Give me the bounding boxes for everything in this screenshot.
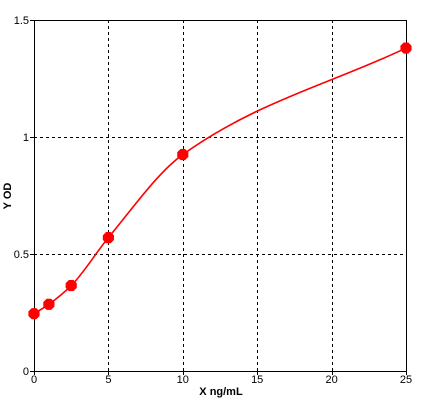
- series-markers: [28, 42, 412, 320]
- series-curve: [33, 47, 407, 315]
- x-tick-label: 0: [31, 374, 37, 386]
- x-tick-label: 20: [325, 374, 337, 386]
- x-axis-title: X ng/mL: [199, 386, 243, 398]
- data-point-marker: [43, 298, 55, 310]
- y-tick-label: 1: [23, 132, 29, 144]
- y-tick-labels: 0 0.5 1 1.5: [14, 15, 34, 378]
- y-tick-label: 0.5: [14, 249, 29, 261]
- data-point-marker: [65, 280, 77, 292]
- x-tick-label: 15: [251, 374, 263, 386]
- data-point-marker: [177, 148, 189, 161]
- x-tick-label: 25: [400, 374, 412, 386]
- data-point-marker: [102, 232, 114, 244]
- y-tick-label: 0: [23, 366, 29, 378]
- plot-frame: [34, 20, 407, 372]
- data-point-marker: [400, 42, 412, 54]
- y-axis-title: Y OD: [2, 183, 14, 210]
- data-point-marker: [28, 308, 40, 320]
- x-tick-label: 10: [177, 374, 189, 386]
- y-tick-label: 1.5: [14, 15, 29, 27]
- x-tick-label: 5: [105, 374, 111, 386]
- x-tick-labels: 0 5 10 15 20 25: [31, 371, 412, 386]
